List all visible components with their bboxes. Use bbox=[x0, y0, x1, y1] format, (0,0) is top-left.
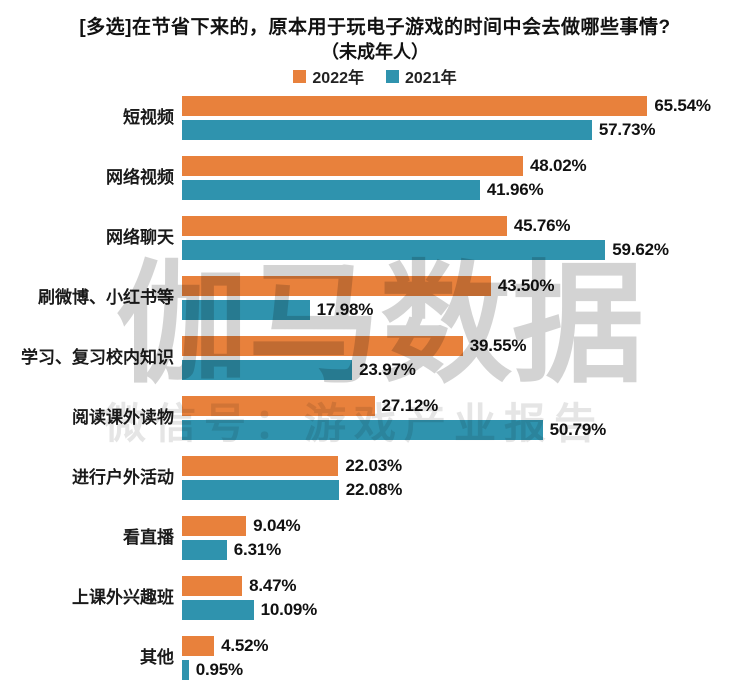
value-label-2022: 9.04% bbox=[253, 516, 301, 535]
bar-2022 bbox=[182, 216, 507, 236]
value-label-2021: 23.97% bbox=[359, 360, 416, 379]
value-label-2022: 43.50% bbox=[497, 276, 555, 295]
bar-2021 bbox=[182, 300, 310, 320]
value-label-2021: 10.09% bbox=[260, 600, 318, 619]
bar-2021 bbox=[182, 600, 254, 620]
value-label-2022: 8.47% bbox=[249, 576, 297, 595]
chart-row: 网络视频 48.02% 41.96% bbox=[0, 148, 750, 208]
category-label: 其他 bbox=[140, 648, 174, 668]
bar-2022 bbox=[182, 636, 215, 656]
category-label: 阅读课外读物 bbox=[72, 408, 174, 428]
category-label: 看直播 bbox=[123, 528, 174, 548]
bar-2021 bbox=[182, 660, 189, 680]
bar-chart: 短视频 65.54% 57.73% 网络视频 48.02% 41.96% 网络聊… bbox=[0, 88, 750, 688]
chart-row: 刷微博、小红书等 43.50% 17.98% bbox=[0, 268, 750, 328]
value-label-2021: 17.98% bbox=[316, 300, 374, 319]
bar-2021 bbox=[182, 360, 353, 380]
category-label: 网络聊天 bbox=[106, 228, 174, 248]
value-label-2022: 22.03% bbox=[345, 456, 402, 475]
bar-2021 bbox=[182, 120, 592, 140]
chart-row: 短视频 65.54% 57.73% bbox=[0, 88, 750, 148]
chart-row: 看直播 9.04% 6.31% bbox=[0, 508, 750, 568]
bar-2022 bbox=[182, 396, 375, 416]
bar-2022 bbox=[182, 516, 247, 536]
bar-2022 bbox=[182, 96, 648, 116]
chart-row: 进行户外活动 22.03% 22.08% bbox=[0, 448, 750, 508]
value-label-2021: 41.96% bbox=[486, 180, 544, 199]
bar-2022 bbox=[182, 456, 339, 476]
value-label-2021: 0.95% bbox=[195, 660, 243, 679]
category-label: 进行户外活动 bbox=[72, 468, 174, 488]
chart-row: 阅读课外读物 27.12% 50.79% bbox=[0, 388, 750, 448]
category-label: 学习、复习校内知识 bbox=[21, 348, 174, 368]
value-label-2021: 22.08% bbox=[345, 480, 403, 499]
bar-2021 bbox=[182, 180, 480, 200]
legend-label-2022: 2022年 bbox=[312, 70, 364, 87]
bar-2021 bbox=[182, 420, 543, 440]
legend-swatch-2022 bbox=[293, 69, 307, 83]
bar-2022 bbox=[182, 156, 523, 176]
value-label-2021: 59.62% bbox=[612, 240, 669, 259]
chart-subtitle: （未成年人） bbox=[321, 42, 429, 62]
value-label-2021: 6.31% bbox=[233, 540, 281, 559]
value-label-2022: 45.76% bbox=[513, 216, 571, 235]
chart-row: 学习、复习校内知识 39.55% 23.97% bbox=[0, 328, 750, 388]
bar-2021 bbox=[182, 240, 606, 260]
chart-row: 上课外兴趣班 8.47% 10.09% bbox=[0, 568, 750, 628]
bar-2021 bbox=[182, 540, 227, 560]
legend-label-2021: 2021年 bbox=[405, 70, 457, 87]
bar-2022 bbox=[182, 336, 463, 356]
value-label-2022: 48.02% bbox=[529, 156, 587, 175]
chart-row: 网络聊天 45.76% 59.62% bbox=[0, 208, 750, 268]
value-label-2022: 4.52% bbox=[221, 636, 269, 655]
value-label-2021: 57.73% bbox=[598, 120, 656, 139]
legend-item-2022: 2022年 bbox=[293, 64, 364, 88]
category-label: 短视频 bbox=[123, 108, 174, 128]
category-label: 上课外兴趣班 bbox=[72, 588, 174, 608]
legend: 2022年 2021年 bbox=[0, 64, 750, 88]
category-label: 刷微博、小红书等 bbox=[38, 288, 174, 308]
value-label-2022: 27.12% bbox=[381, 396, 439, 415]
chart-title: [多选]在节省下来的，原本用于玩电子游戏的时间中会去做哪些事情? bbox=[79, 17, 671, 38]
bar-2021 bbox=[182, 480, 339, 500]
legend-item-2021: 2021年 bbox=[386, 64, 457, 88]
value-label-2022: 39.55% bbox=[469, 336, 527, 355]
value-label-2022: 65.54% bbox=[654, 96, 711, 115]
chart-row: 其他 4.52% 0.95% bbox=[0, 628, 750, 688]
bar-2022 bbox=[182, 576, 243, 596]
value-label-2021: 50.79% bbox=[549, 420, 607, 439]
legend-swatch-2021 bbox=[386, 69, 399, 83]
category-label: 网络视频 bbox=[106, 168, 174, 188]
bar-2022 bbox=[182, 276, 491, 296]
